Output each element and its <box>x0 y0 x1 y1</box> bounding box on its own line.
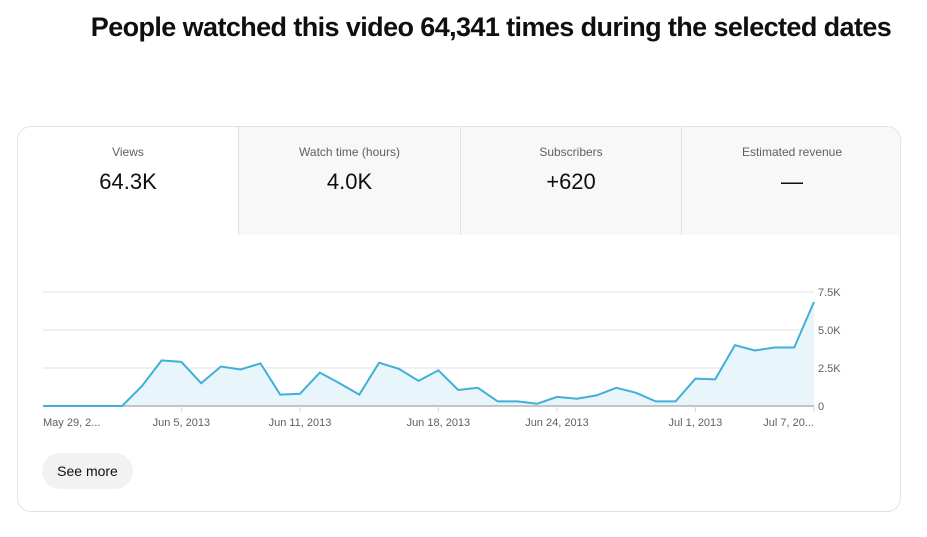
tab-label: Watch time (hours) <box>299 145 400 159</box>
y-tick-label: 7.5K <box>818 287 841 299</box>
x-tick-label: May 29, 2... <box>43 417 100 429</box>
tab-value: +620 <box>546 169 596 194</box>
views-line-chart: 0 2.5K 5.0K 7.5K May 29, 2... Jun 5, 2013 Jun … <box>43 287 841 429</box>
tab-value: 64.3K <box>99 169 157 194</box>
page-title: People watched this video 64,341 times d… <box>90 12 892 42</box>
tab-watch-time[interactable]: Watch time (hours) 4.0K <box>239 127 460 235</box>
analytics-card: Views 64.3K Watch time (hours) 4.0K Subs… <box>17 126 901 512</box>
tab-label: Estimated revenue <box>741 145 843 159</box>
metric-tabs: Views 64.3K Watch time (hours) 4.0K Subs… <box>18 127 900 235</box>
tab-label: Subscribers <box>539 145 603 159</box>
tab-subscribers[interactable]: Subscribers +620 <box>460 127 681 235</box>
x-tick-label: Jun 24, 2013 <box>525 417 589 429</box>
y-tick-label: 0 <box>818 401 824 413</box>
x-tick-label: Jul 7, 20... <box>763 417 814 429</box>
area-fill <box>43 301 814 406</box>
x-tick-label: Jun 18, 2013 <box>407 417 471 429</box>
tab-value: — <box>781 169 803 194</box>
tab-value: 4.0K <box>326 169 373 194</box>
x-tick-label: Jul 1, 2013 <box>668 417 722 429</box>
views-line <box>43 301 815 407</box>
tab-estimated-revenue[interactable]: Estimated revenue — <box>681 127 900 235</box>
y-tick-label: 5.0K <box>818 325 841 337</box>
see-more-button[interactable]: See more <box>42 453 133 489</box>
y-tick-label: 2.5K <box>818 363 841 375</box>
x-tick-label: Jun 11, 2013 <box>269 417 332 429</box>
x-tick-label: Jun 5, 2013 <box>153 417 211 429</box>
tab-label: Views <box>112 145 144 159</box>
tab-views[interactable]: Views 64.3K <box>18 127 239 235</box>
